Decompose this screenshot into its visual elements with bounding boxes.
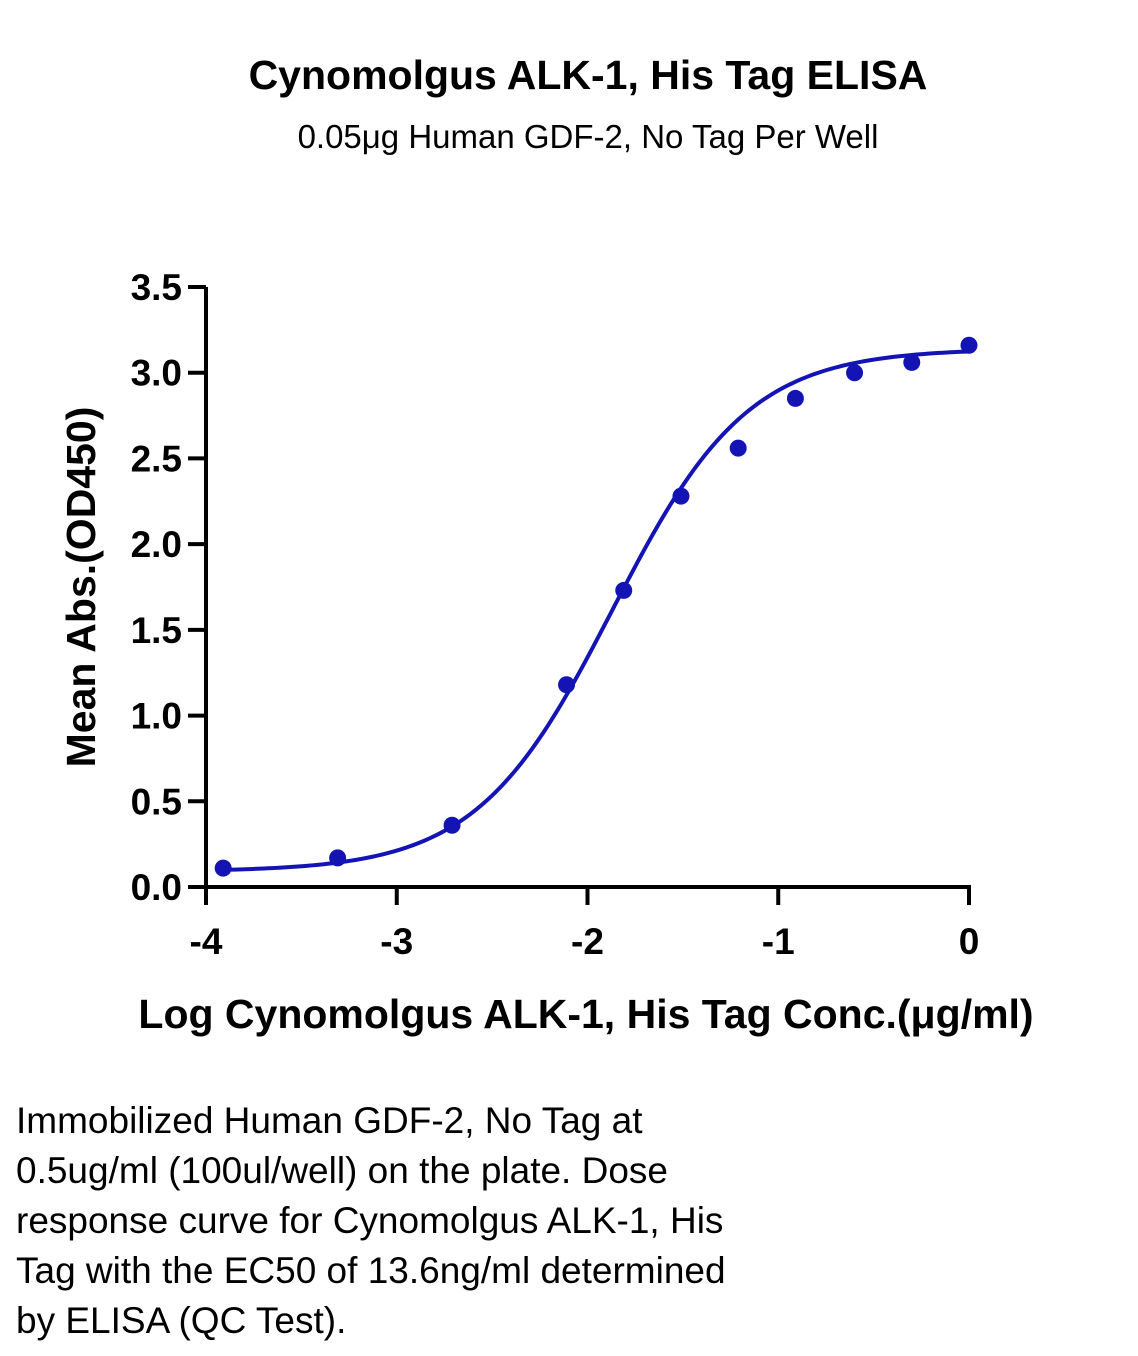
chart-subtitle: 0.05μg Human GDF-2, No Tag Per Well (297, 118, 879, 155)
y-tick-label: 2.0 (131, 524, 182, 565)
chart-title: Cynomolgus ALK-1, His Tag ELISA (248, 52, 928, 98)
data-point (329, 849, 347, 867)
y-tick-label: 3.5 (131, 267, 182, 308)
caption-line: Immobilized Human GDF-2, No Tag at (16, 1100, 643, 1141)
data-point (786, 389, 804, 407)
data-point (846, 364, 864, 382)
caption-line: response curve for Cynomolgus ALK-1, His (16, 1200, 724, 1241)
fit-curve (223, 349, 970, 872)
y-tick-label: 0.5 (131, 781, 182, 822)
x-tick-label: -4 (190, 921, 223, 962)
data-point (443, 816, 461, 834)
caption: Immobilized Human GDF-2, No Tag at 0.5ug… (16, 1096, 1016, 1346)
data-point (903, 353, 921, 371)
x-tick-label: -1 (762, 921, 795, 962)
data-point (615, 581, 633, 599)
data-point (558, 676, 576, 694)
x-tick-label: -3 (380, 921, 413, 962)
caption-line: 0.5ug/ml (100ul/well) on the plate. Dose (16, 1150, 668, 1191)
caption-line: Tag with the EC50 of 13.6ng/ml determine… (16, 1250, 726, 1291)
x-tick-label: -2 (571, 921, 604, 962)
y-tick-label: 2.5 (131, 438, 182, 479)
data-point (672, 487, 690, 505)
y-axis-label: Mean Abs.(OD450) (58, 407, 104, 768)
chart-plot: 0.0 0.5 1.0 1.5 2.0 2.5 3.0 3.5 -4 -3 -2 -1 0 Mean A… (58, 267, 1034, 1037)
x-tick-label: 0 (959, 921, 980, 962)
y-tick-label: 1.0 (131, 696, 182, 737)
y-tick-label: 1.5 (131, 610, 182, 651)
data-point (214, 859, 232, 877)
y-tick-label: 0.0 (131, 867, 182, 908)
axes: 0.0 0.5 1.0 1.5 2.0 2.5 3.0 3.5 -4 -3 -2 -1 0 (131, 267, 980, 962)
x-axis-label: Log Cynomolgus ALK-1, His Tag Conc.(μg/m… (138, 991, 1033, 1037)
caption-line: by ELISA (QC Test). (16, 1300, 347, 1341)
data-point (729, 439, 747, 457)
y-tick-label: 3.0 (131, 353, 182, 394)
data-points (214, 336, 978, 877)
data-point (960, 336, 978, 354)
